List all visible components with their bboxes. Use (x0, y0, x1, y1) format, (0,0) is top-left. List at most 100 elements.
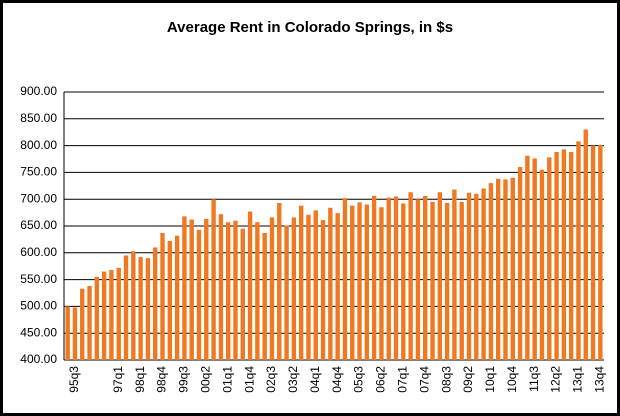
bar (167, 241, 172, 360)
bar (444, 202, 450, 360)
bar (364, 204, 370, 360)
x-tick-label: 07q1 (395, 366, 409, 393)
bar (568, 152, 574, 360)
bar (145, 258, 151, 360)
bar (393, 196, 399, 360)
bar (496, 178, 501, 360)
x-tick-label: 13q1 (571, 366, 585, 393)
bar (226, 222, 231, 360)
y-tick-label: 550.00 (20, 272, 57, 286)
bar (379, 207, 384, 360)
x-tick-label: 07q4 (417, 366, 431, 393)
y-tick-label: 800.00 (20, 138, 57, 152)
y-tick-label: 750.00 (20, 165, 57, 179)
bar (269, 217, 275, 360)
x-tick-label: 06q2 (374, 366, 388, 393)
bar (320, 220, 326, 360)
bar (401, 203, 406, 360)
bar (598, 145, 603, 360)
y-tick-label: 500.00 (20, 299, 57, 313)
bar (94, 276, 100, 360)
bar (357, 202, 362, 360)
y-tick-label: 650.00 (20, 218, 57, 232)
bar (583, 129, 588, 360)
bar (576, 141, 581, 360)
bar (452, 189, 457, 360)
x-tick-label: 04q1 (308, 366, 322, 393)
bar (247, 211, 253, 360)
x-tick-label: 01q1 (220, 366, 234, 393)
bar (554, 152, 559, 360)
bar (298, 205, 304, 360)
y-tick-label: 600.00 (20, 245, 57, 259)
chart-title: Average Rent in Colorado Springs, in $s (167, 19, 453, 36)
bar (174, 235, 180, 360)
bar (510, 177, 515, 360)
y-tick-label: 450.00 (20, 325, 57, 339)
bar (80, 288, 85, 360)
bar (517, 167, 523, 360)
bar (101, 271, 107, 360)
bar (415, 199, 421, 360)
x-tick-label: 95q3 (67, 366, 81, 393)
bar (131, 251, 136, 360)
bar (284, 225, 289, 360)
bar (342, 198, 348, 360)
x-tick-label: 13q4 (593, 366, 607, 393)
bar (153, 247, 158, 360)
bar (240, 228, 245, 360)
x-tick-label: 04q4 (330, 366, 344, 393)
bar (547, 157, 552, 360)
x-tick-label: 12q2 (549, 366, 563, 393)
bar (503, 179, 508, 360)
bar (430, 201, 435, 360)
bar (65, 306, 70, 360)
x-tick-label: 10q4 (505, 366, 519, 393)
bar (160, 232, 165, 360)
bar (277, 202, 282, 360)
bar (437, 192, 442, 360)
bar (371, 195, 377, 360)
bar (481, 188, 486, 360)
x-tick-label: 11q3 (527, 366, 541, 392)
bar (218, 214, 224, 360)
x-tick-label: 03q2 (286, 366, 300, 393)
y-tick-label: 850.00 (20, 111, 57, 125)
bar (189, 219, 194, 360)
bar (306, 214, 311, 360)
bar (488, 183, 494, 360)
bar (313, 210, 318, 360)
y-tick-label: 400.00 (20, 352, 57, 366)
bar (262, 232, 267, 360)
bar (233, 220, 238, 360)
bar (138, 257, 143, 360)
bar (474, 193, 479, 360)
bar (328, 207, 333, 360)
bar (386, 197, 391, 360)
bar (466, 192, 472, 360)
x-tick-label: 10q1 (483, 366, 497, 393)
bar (204, 219, 209, 360)
x-tick-label: 97q1 (111, 366, 125, 393)
bar (72, 307, 78, 360)
x-tick-label: 08q3 (439, 366, 453, 393)
bar (182, 216, 187, 360)
bar (123, 255, 129, 360)
bar (525, 155, 530, 360)
x-tick-label: 99q3 (177, 366, 191, 393)
bar (459, 201, 464, 360)
y-tick-label: 900.00 (20, 84, 57, 98)
bar (561, 149, 567, 360)
x-tick-label: 02q3 (264, 366, 278, 393)
bar (255, 222, 260, 360)
bar (532, 158, 537, 360)
x-tick-label: 00q2 (198, 366, 212, 393)
x-tick-label: 05q3 (352, 366, 366, 393)
bar (211, 199, 216, 360)
bar (196, 229, 202, 360)
bar (350, 205, 355, 360)
x-tick-label: 98q4 (155, 366, 169, 393)
bar (335, 213, 340, 360)
bar (539, 169, 545, 360)
